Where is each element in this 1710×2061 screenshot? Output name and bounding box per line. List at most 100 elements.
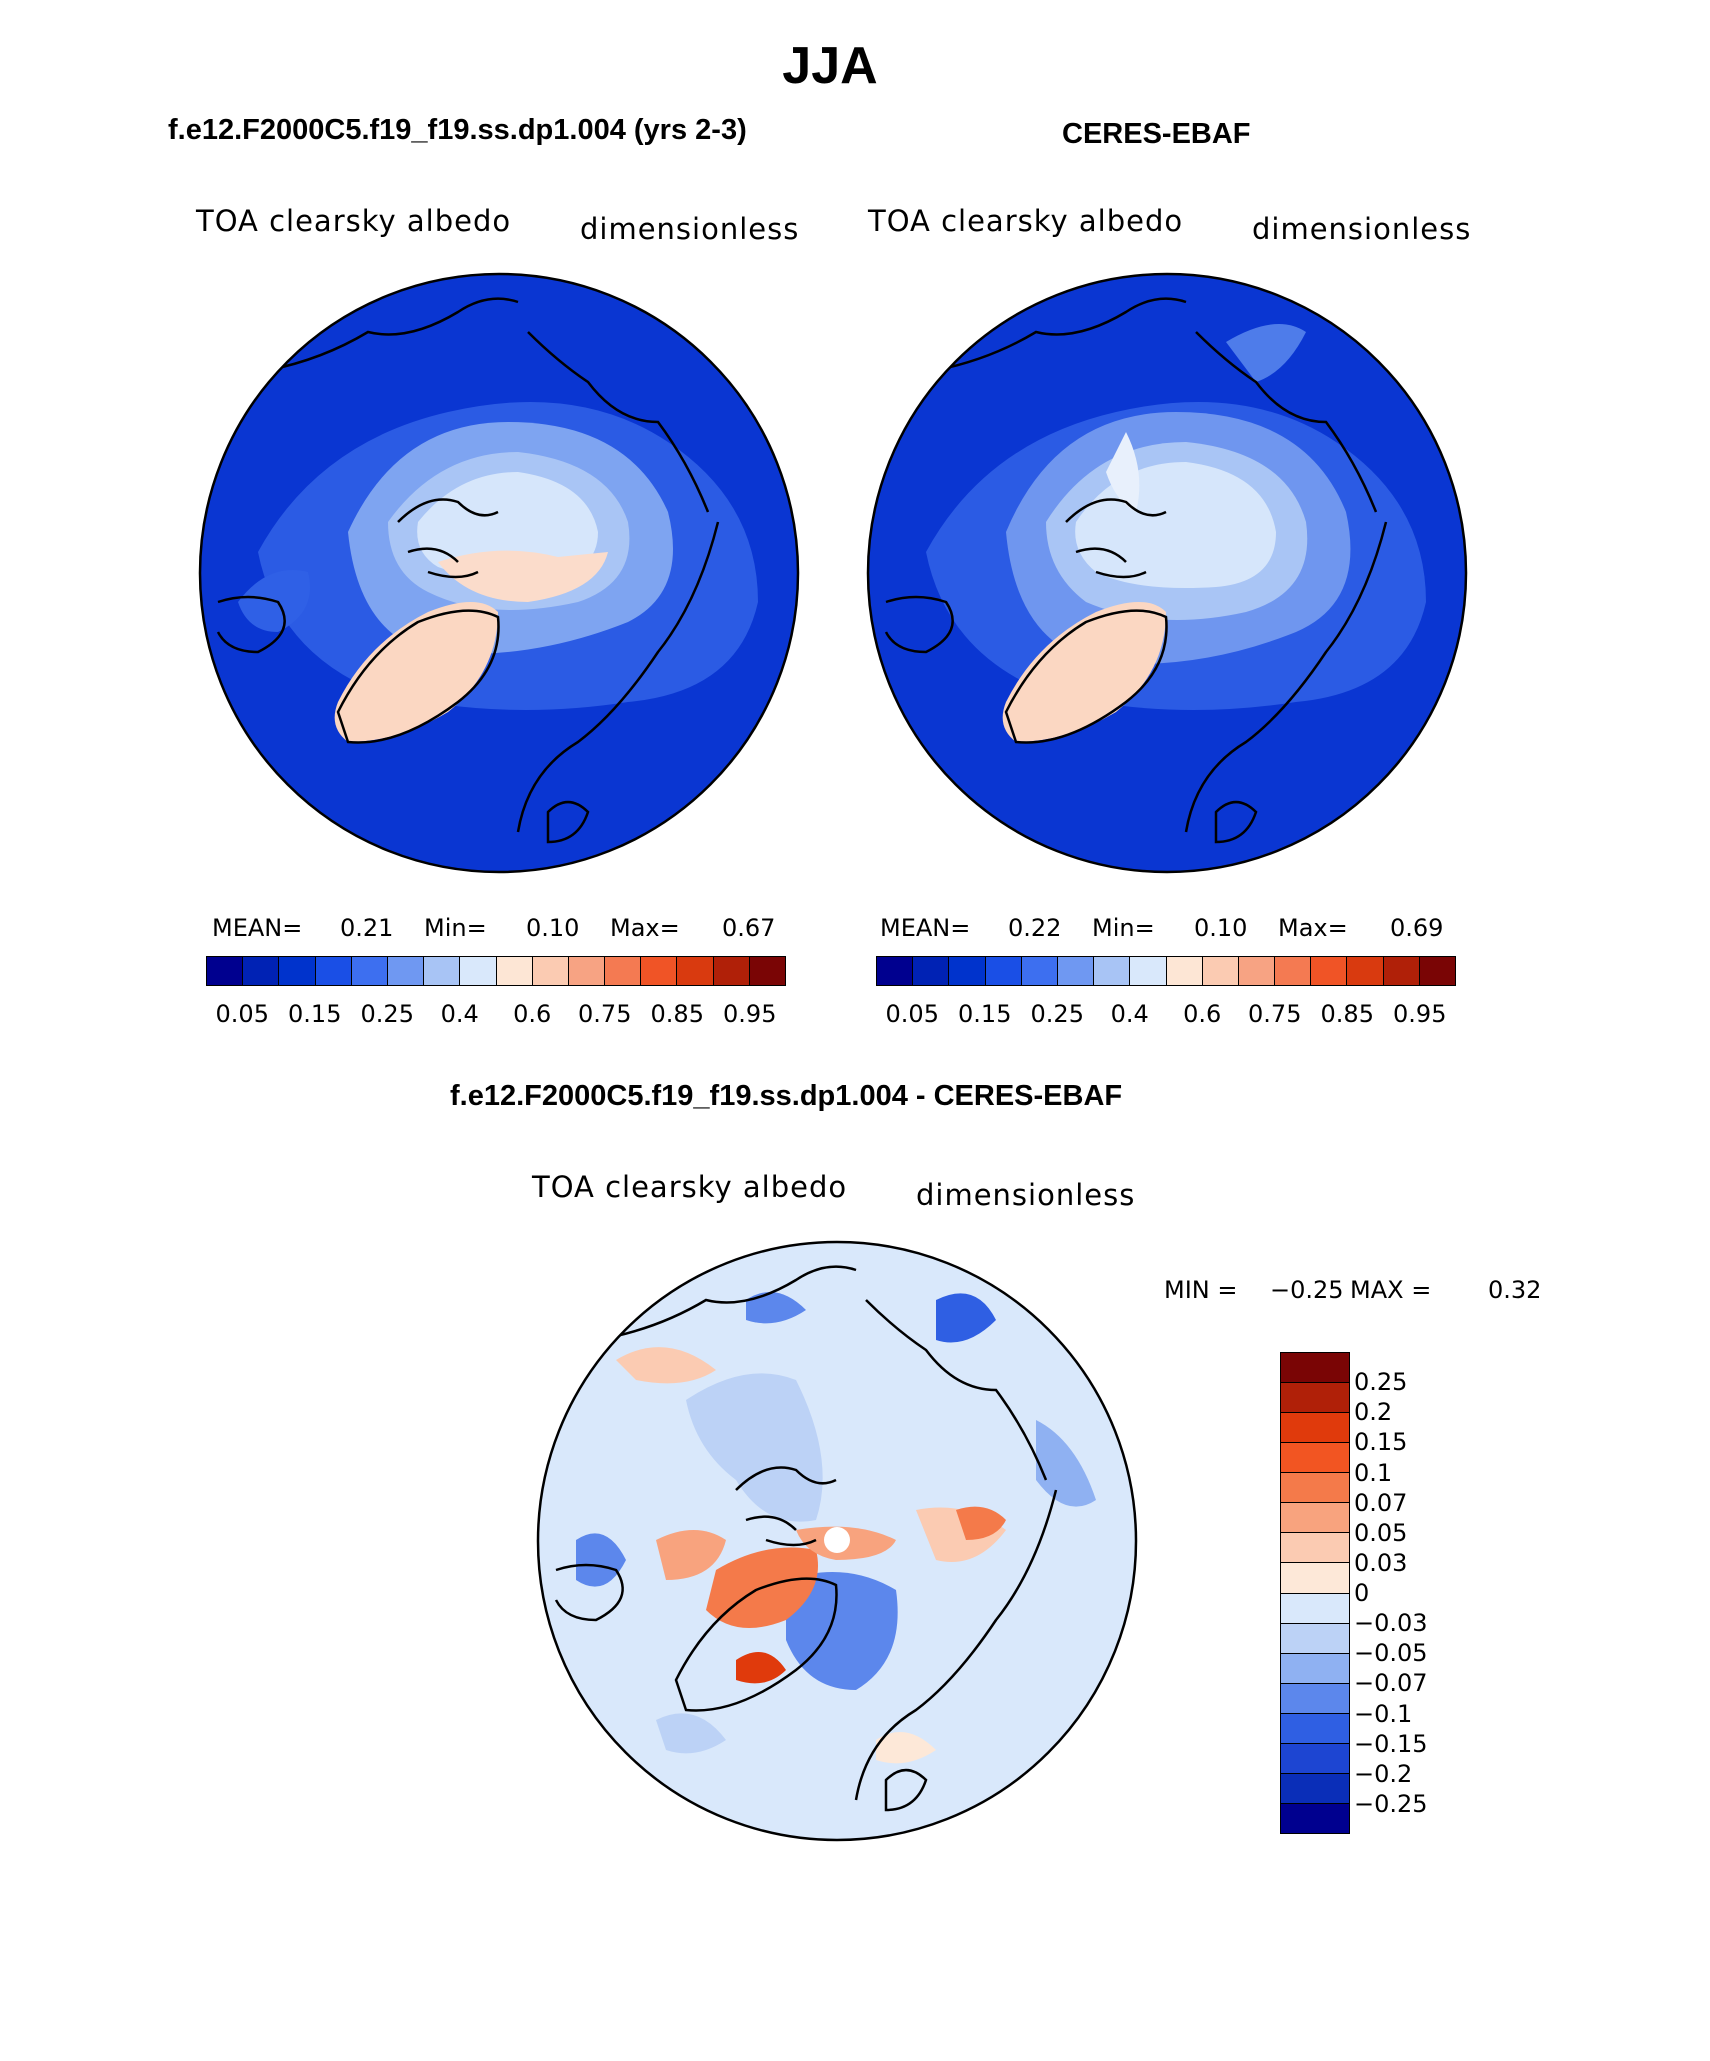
diff-min-value: −0.25	[1270, 1276, 1344, 1304]
colorbar-tick-label: −0.2	[1354, 1759, 1413, 1788]
colorbar-tick-label: 0.2	[1354, 1398, 1393, 1427]
colorbar-box	[605, 957, 642, 985]
model-max-label: Max=	[610, 914, 680, 942]
colorbar-box	[243, 957, 280, 985]
colorbar-box	[1281, 1713, 1349, 1744]
colorbar-box	[1281, 1683, 1349, 1714]
colorbar-box	[913, 957, 950, 985]
model-mean-value: 0.21	[340, 914, 394, 942]
colorbar-box	[1281, 1563, 1349, 1594]
colorbar-box	[1311, 957, 1348, 985]
colorbar-box	[1281, 1443, 1349, 1474]
colorbar-tick-label: 0.75	[1248, 1000, 1302, 1028]
model-mean-label: MEAN=	[212, 914, 303, 942]
colorbar-box	[207, 957, 244, 985]
diff-max-value: 0.32	[1488, 1276, 1542, 1304]
colorbar-box	[1202, 957, 1239, 985]
colorbar-box	[1021, 957, 1058, 985]
model-min-label: Min=	[424, 914, 487, 942]
model-panel-title: f.e12.F2000C5.f19_f19.ss.dp1.004 (yrs 2-…	[168, 114, 747, 146]
colorbar-tick-label: 0.15	[288, 1000, 342, 1028]
colorbar-tick-label: 0.07	[1354, 1488, 1408, 1517]
colorbar-tick-label: 0.95	[723, 1000, 777, 1028]
obs-max-value: 0.69	[1390, 914, 1444, 942]
colorbar-box	[460, 957, 497, 985]
colorbar-box	[1281, 1413, 1349, 1444]
colorbar-box	[985, 957, 1022, 985]
diff-max-label: MAX =	[1350, 1276, 1432, 1304]
colorbar-tick-label: 0.75	[578, 1000, 632, 1028]
colorbar-box	[387, 957, 425, 985]
colorbar-box	[1275, 957, 1312, 985]
colorbar-tick-label: 0.25	[360, 1000, 414, 1028]
colorbar-box	[949, 957, 986, 985]
colorbar-tick-label: 0.1	[1354, 1458, 1393, 1487]
colorbar-tick-label: 0.25	[1030, 1000, 1084, 1028]
colorbar-box	[1281, 1353, 1349, 1384]
obs-mean-label: MEAN=	[880, 914, 971, 942]
diff-polar-map	[536, 1240, 1138, 1842]
colorbar-box	[1094, 957, 1131, 985]
colorbar-box	[677, 957, 714, 985]
colorbar-tick-label: 0.15	[1354, 1428, 1408, 1457]
figure-title: JJA	[782, 37, 878, 95]
colorbar-box	[279, 957, 316, 985]
model-max-value: 0.67	[722, 914, 776, 942]
colorbar-box	[1130, 957, 1167, 985]
colorbar-tick-label: −0.1	[1354, 1699, 1413, 1728]
obs-max-label: Max=	[1278, 914, 1348, 942]
colorbar-box	[1281, 1383, 1349, 1414]
diff-colorbar	[1280, 1352, 1350, 1834]
colorbar-tick-label: 0.05	[215, 1000, 269, 1028]
colorbar-box	[351, 957, 388, 985]
colorbar-box	[1057, 957, 1095, 985]
colorbar-box	[1419, 957, 1455, 985]
colorbar-box	[532, 957, 569, 985]
obs-mean-value: 0.22	[1008, 914, 1062, 942]
colorbar-tick-label: 0.4	[1110, 1000, 1149, 1028]
colorbar-box	[1281, 1623, 1349, 1654]
obs-polar-map	[866, 272, 1468, 874]
colorbar-tick-label: 0.05	[885, 1000, 939, 1028]
colorbar-box	[1281, 1743, 1349, 1774]
colorbar-box	[568, 957, 606, 985]
colorbar-box	[1281, 1533, 1349, 1564]
colorbar-box	[496, 957, 533, 985]
model-units-label: dimensionless	[580, 212, 800, 246]
colorbar-box	[1281, 1593, 1349, 1624]
colorbar-tick-label: −0.25	[1354, 1789, 1428, 1818]
colorbar-tick-label: 0.85	[650, 1000, 704, 1028]
colorbar-box	[1383, 957, 1420, 985]
colorbar-tick-label: 0.95	[1393, 1000, 1447, 1028]
colorbar-tick-label: 0.05	[1354, 1518, 1408, 1547]
colorbar-box	[1281, 1653, 1349, 1684]
colorbar-box	[1281, 1803, 1349, 1833]
colorbar-tick-label: 0	[1354, 1579, 1370, 1607]
model-variable-label: TOA clearsky albedo	[196, 204, 512, 238]
colorbar-tick-label: 0.25	[1354, 1368, 1408, 1397]
colorbar-tick-label: −0.05	[1354, 1639, 1428, 1668]
colorbar-box	[877, 957, 914, 985]
colorbar-box	[1281, 1503, 1349, 1534]
obs-min-label: Min=	[1092, 914, 1155, 942]
obs-colorbar	[876, 956, 1456, 986]
diff-variable-label: TOA clearsky albedo	[532, 1170, 848, 1204]
colorbar-box	[713, 957, 750, 985]
colorbar-tick-label: 0.85	[1320, 1000, 1374, 1028]
colorbar-tick-label: 0.03	[1354, 1548, 1408, 1577]
model-min-value: 0.10	[526, 914, 580, 942]
colorbar-box	[1347, 957, 1384, 985]
obs-units-label: dimensionless	[1252, 212, 1472, 246]
obs-variable-label: TOA clearsky albedo	[868, 204, 1184, 238]
colorbar-box	[424, 957, 461, 985]
colorbar-tick-label: 0.6	[513, 1000, 552, 1028]
colorbar-box	[1166, 957, 1203, 985]
colorbar-tick-label: −0.07	[1354, 1669, 1428, 1698]
colorbar-tick-label: 0.15	[958, 1000, 1012, 1028]
colorbar-box	[749, 957, 785, 985]
colorbar-tick-label: −0.15	[1354, 1729, 1428, 1758]
colorbar-box	[315, 957, 352, 985]
colorbar-tick-label: 0.6	[1183, 1000, 1222, 1028]
obs-min-value: 0.10	[1194, 914, 1248, 942]
colorbar-tick-label: −0.03	[1354, 1609, 1428, 1638]
